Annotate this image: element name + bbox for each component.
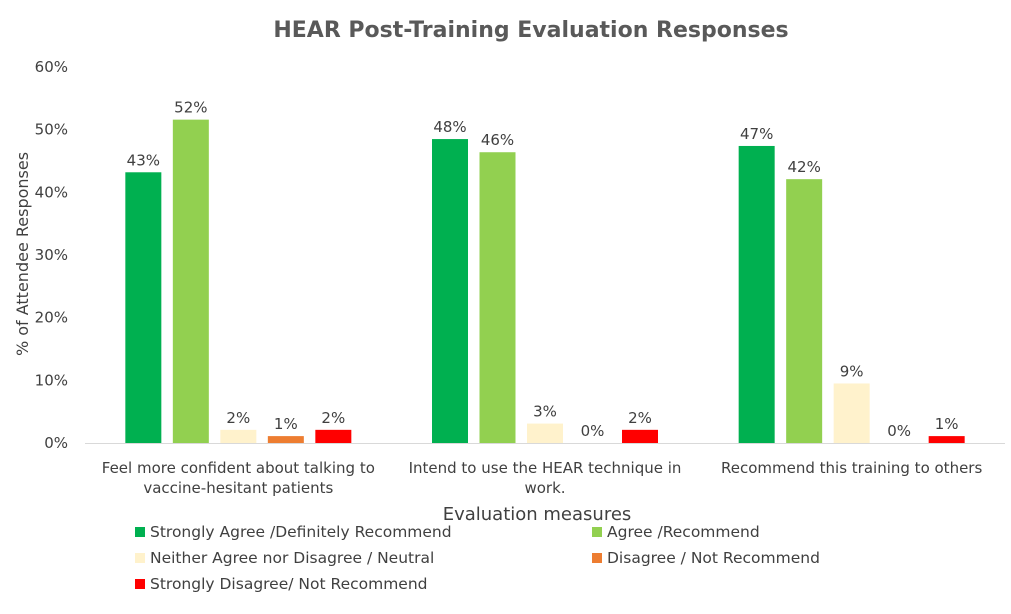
- y-tick-label: 30%: [35, 246, 68, 264]
- legend-swatch: [135, 579, 145, 589]
- y-tick-label: 0%: [44, 434, 68, 452]
- data-label: 1%: [274, 415, 298, 433]
- x-category-label: vaccine-hesitant patients: [143, 479, 333, 497]
- legend-label: Strongly Agree /Definitely Recommend: [150, 523, 452, 541]
- data-label: 47%: [740, 125, 773, 143]
- x-axis-title: Evaluation measures: [443, 504, 632, 525]
- plot-area: 0% 10% 20% 30% 40% 50% 60% 43% 52% 2% 1% 2% Feel mor…: [35, 58, 1005, 497]
- legend-label: Disagree / Not Recommend: [607, 549, 820, 567]
- data-label: 2%: [226, 409, 250, 427]
- bar-2-cat-2: [479, 152, 516, 443]
- y-tick-label: 60%: [35, 58, 68, 76]
- y-axis-title: % of Attendee Responses: [13, 152, 32, 356]
- y-tick-label: 40%: [35, 183, 68, 201]
- legend: Strongly Agree /Definitely Recommend Agre…: [135, 523, 820, 593]
- bar-5-cat-3: [928, 436, 965, 443]
- data-label: 46%: [481, 131, 514, 149]
- data-label: 48%: [433, 118, 466, 136]
- legend-swatch: [592, 553, 602, 563]
- legend-label: Agree /Recommend: [607, 523, 760, 541]
- bar-2-cat-1: [172, 119, 209, 443]
- x-category-label: Feel more confident about talking to: [102, 459, 375, 477]
- data-label: 0%: [581, 422, 605, 440]
- bar-4-cat-1: [267, 436, 304, 443]
- data-label: 42%: [787, 158, 820, 176]
- data-label: 52%: [174, 99, 207, 117]
- bar-5-cat-1: [315, 429, 352, 443]
- x-category-label: Intend to use the HEAR technique in: [409, 459, 682, 477]
- data-label: 2%: [628, 409, 652, 427]
- y-tick-label: 50%: [35, 121, 68, 139]
- data-label: 3%: [533, 403, 557, 421]
- bar-3-cat-2: [527, 423, 563, 443]
- data-label: 43%: [127, 151, 160, 169]
- bar-3-cat-3: [833, 383, 870, 443]
- data-label: 0%: [887, 422, 911, 440]
- bar-2-cat-3: [786, 179, 823, 443]
- chart-title: HEAR Post-Training Evaluation Responses: [273, 18, 788, 43]
- y-tick-label: 10%: [35, 371, 68, 389]
- legend-label: Strongly Disagree/ Not Recommend: [150, 575, 428, 593]
- data-label: 2%: [321, 409, 345, 427]
- legend-swatch: [135, 527, 145, 537]
- x-category-label: Recommend this training to others: [721, 459, 982, 477]
- legend-swatch: [135, 553, 145, 563]
- bar-1-cat-3: [738, 145, 775, 443]
- legend-label: Neither Agree nor Disagree / Neutral: [150, 549, 434, 567]
- data-label: 9%: [840, 362, 864, 380]
- legend-swatch: [592, 527, 602, 537]
- bar-1-cat-1: [125, 172, 162, 443]
- bar-5-cat-2: [622, 429, 658, 443]
- bar-3-cat-1: [220, 429, 257, 443]
- bar-1-cat-2: [432, 139, 468, 444]
- x-category-label: work.: [524, 479, 565, 497]
- y-tick-label: 20%: [35, 309, 68, 327]
- data-label: 1%: [935, 415, 959, 433]
